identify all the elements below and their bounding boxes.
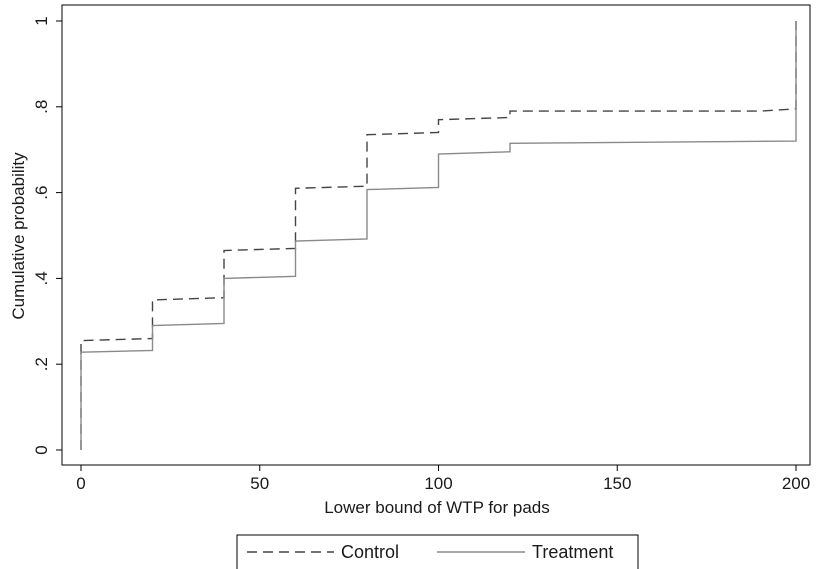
x-tick-label: 0: [76, 474, 85, 493]
legend-label-treatment: Treatment: [532, 542, 613, 562]
legend-label-control: Control: [341, 542, 399, 562]
y-tick-label: 0: [32, 445, 51, 454]
legend: Control Treatment: [236, 534, 639, 569]
x-axis-title: Lower bound of WTP for pads: [324, 498, 550, 517]
x-tick-label: 150: [603, 474, 631, 493]
y-tick-label: 1: [32, 16, 51, 25]
x-tick-label: 200: [782, 474, 810, 493]
series-line-treatment: [80, 21, 797, 450]
series-layer: [80, 21, 797, 450]
y-axis-title: Cumulative probability: [9, 152, 28, 320]
series-line-control: [80, 21, 797, 450]
x-tick-label: 50: [250, 474, 269, 493]
y-tick-label: .4: [32, 271, 51, 285]
y-axis: 0 .2 .4 .6 .8 1: [32, 16, 62, 455]
y-tick-label: .2: [32, 357, 51, 371]
y-tick-label: .6: [32, 186, 51, 200]
y-tick-label: .8: [32, 100, 51, 114]
x-tick-label: 100: [424, 474, 452, 493]
x-axis: 0 50 100 150 200: [76, 465, 810, 493]
plot-frame: [61, 4, 811, 466]
